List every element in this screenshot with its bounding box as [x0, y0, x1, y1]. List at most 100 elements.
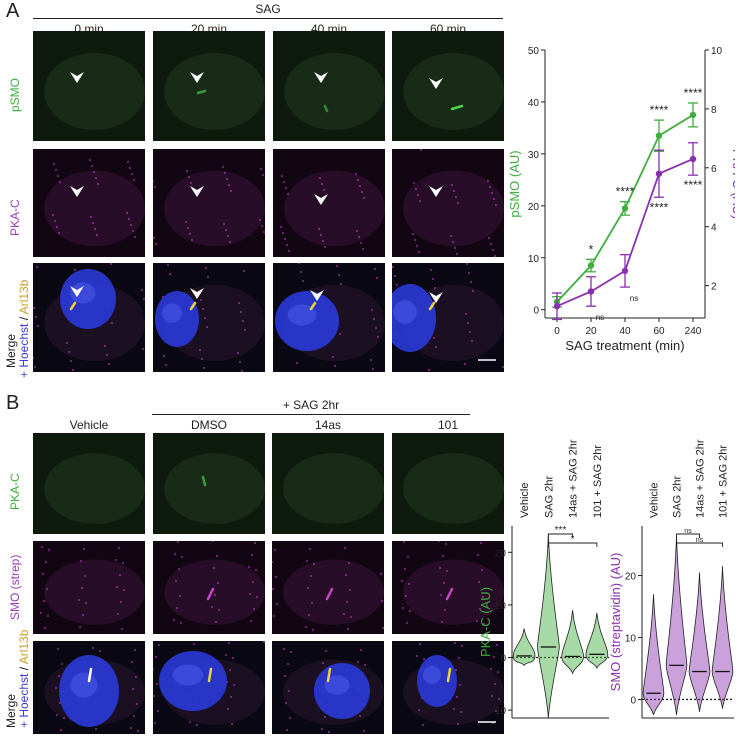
puncta [153, 694, 156, 698]
b-pka-c-tile-0 [33, 433, 145, 534]
puncta [489, 667, 493, 671]
puncta [80, 586, 84, 590]
puncta [77, 598, 81, 602]
puncta [47, 548, 51, 552]
puncta [282, 180, 286, 184]
puncta [140, 288, 144, 292]
arrowhead [429, 78, 443, 89]
puncta [210, 605, 214, 609]
condition-header: 14as [314, 418, 342, 432]
puncta [355, 229, 359, 233]
puncta [117, 546, 121, 550]
puncta [132, 714, 136, 718]
left-tick-label: 40 [528, 98, 540, 109]
puncta [110, 321, 114, 325]
arrowhead [70, 72, 84, 83]
puncta [453, 641, 457, 645]
panel-a-treatment-label: SAG [255, 2, 281, 16]
data-point [587, 288, 595, 295]
nucleus-highlight [70, 282, 96, 304]
cilium [450, 104, 464, 111]
merge-hoechst: + Hoechst [17, 323, 31, 378]
puncta [440, 620, 444, 624]
puncta [381, 626, 384, 630]
puncta [304, 625, 308, 629]
puncta [333, 364, 337, 368]
puncta [79, 559, 83, 563]
puncta [185, 169, 189, 173]
puncta [90, 164, 94, 168]
puncta [230, 722, 234, 726]
puncta [288, 716, 292, 720]
x-axis-title: SAG treatment (min) [565, 338, 684, 353]
puncta [126, 160, 130, 164]
puncta [358, 714, 362, 718]
puncta [360, 190, 364, 194]
b-merge-label: Merge [4, 694, 18, 728]
puncta [477, 580, 481, 584]
puncta [412, 181, 416, 185]
puncta [189, 181, 193, 185]
puncta [103, 344, 107, 348]
puncta [186, 226, 190, 230]
b-merge-tile-0 [33, 641, 145, 734]
puncta [56, 174, 60, 178]
category-label: 101 + SAG 2hr [592, 445, 604, 518]
condition-header: DMSO [191, 418, 227, 432]
puncta [478, 607, 482, 611]
puncta [331, 355, 335, 359]
puncta [248, 592, 252, 596]
puncta [118, 573, 122, 577]
puncta [308, 547, 312, 551]
tile-haze [44, 559, 145, 625]
puncta [262, 641, 265, 644]
b-merge-hoechst: + Hoechst [17, 673, 31, 728]
puncta [199, 298, 203, 302]
puncta [154, 655, 158, 659]
b-merge-arl13b: Arl13b [17, 629, 31, 665]
puncta [227, 641, 231, 645]
cilium [445, 587, 454, 601]
puncta [431, 277, 435, 281]
violin-0 [512, 628, 536, 667]
puncta [323, 245, 327, 249]
puncta [214, 620, 218, 624]
comparison-bracket [676, 533, 700, 538]
cilium [206, 587, 215, 601]
puncta [413, 238, 417, 242]
puncta [417, 708, 421, 712]
puncta [454, 195, 458, 199]
data-point [655, 170, 663, 177]
category-label: 101 + SAG 2hr [718, 445, 730, 518]
category-label: 14as + SAG 2hr [695, 439, 707, 518]
psmo-tile-1 [153, 31, 265, 141]
puncta [343, 546, 347, 550]
merge-tile-3-image [392, 263, 504, 372]
b-merge-tile-2-image [272, 641, 384, 734]
b-merge-tile-0-image [33, 641, 145, 734]
comparison-bracket [547, 542, 598, 547]
puncta [452, 707, 456, 711]
puncta [154, 242, 158, 246]
puncta [411, 232, 415, 236]
puncta [490, 191, 494, 195]
puncta [116, 612, 120, 616]
puncta [379, 572, 383, 576]
b-pka-c-tile-3-image [392, 433, 504, 534]
b-merge-tile-1 [153, 641, 265, 734]
puncta [362, 196, 366, 200]
puncta [155, 682, 159, 686]
arrowhead [314, 194, 328, 205]
b-smo-tile-2 [272, 541, 384, 634]
puncta [249, 619, 253, 623]
puncta [57, 674, 61, 678]
puncta [162, 354, 166, 358]
puncta [457, 656, 461, 660]
nucleus-highlight [162, 303, 182, 323]
puncta [94, 176, 98, 180]
panel-b-treatment-bar [152, 414, 470, 415]
puncta [492, 197, 496, 201]
b-smo-tile-3-image [392, 541, 504, 634]
puncta [82, 547, 86, 551]
puncta [287, 249, 291, 253]
